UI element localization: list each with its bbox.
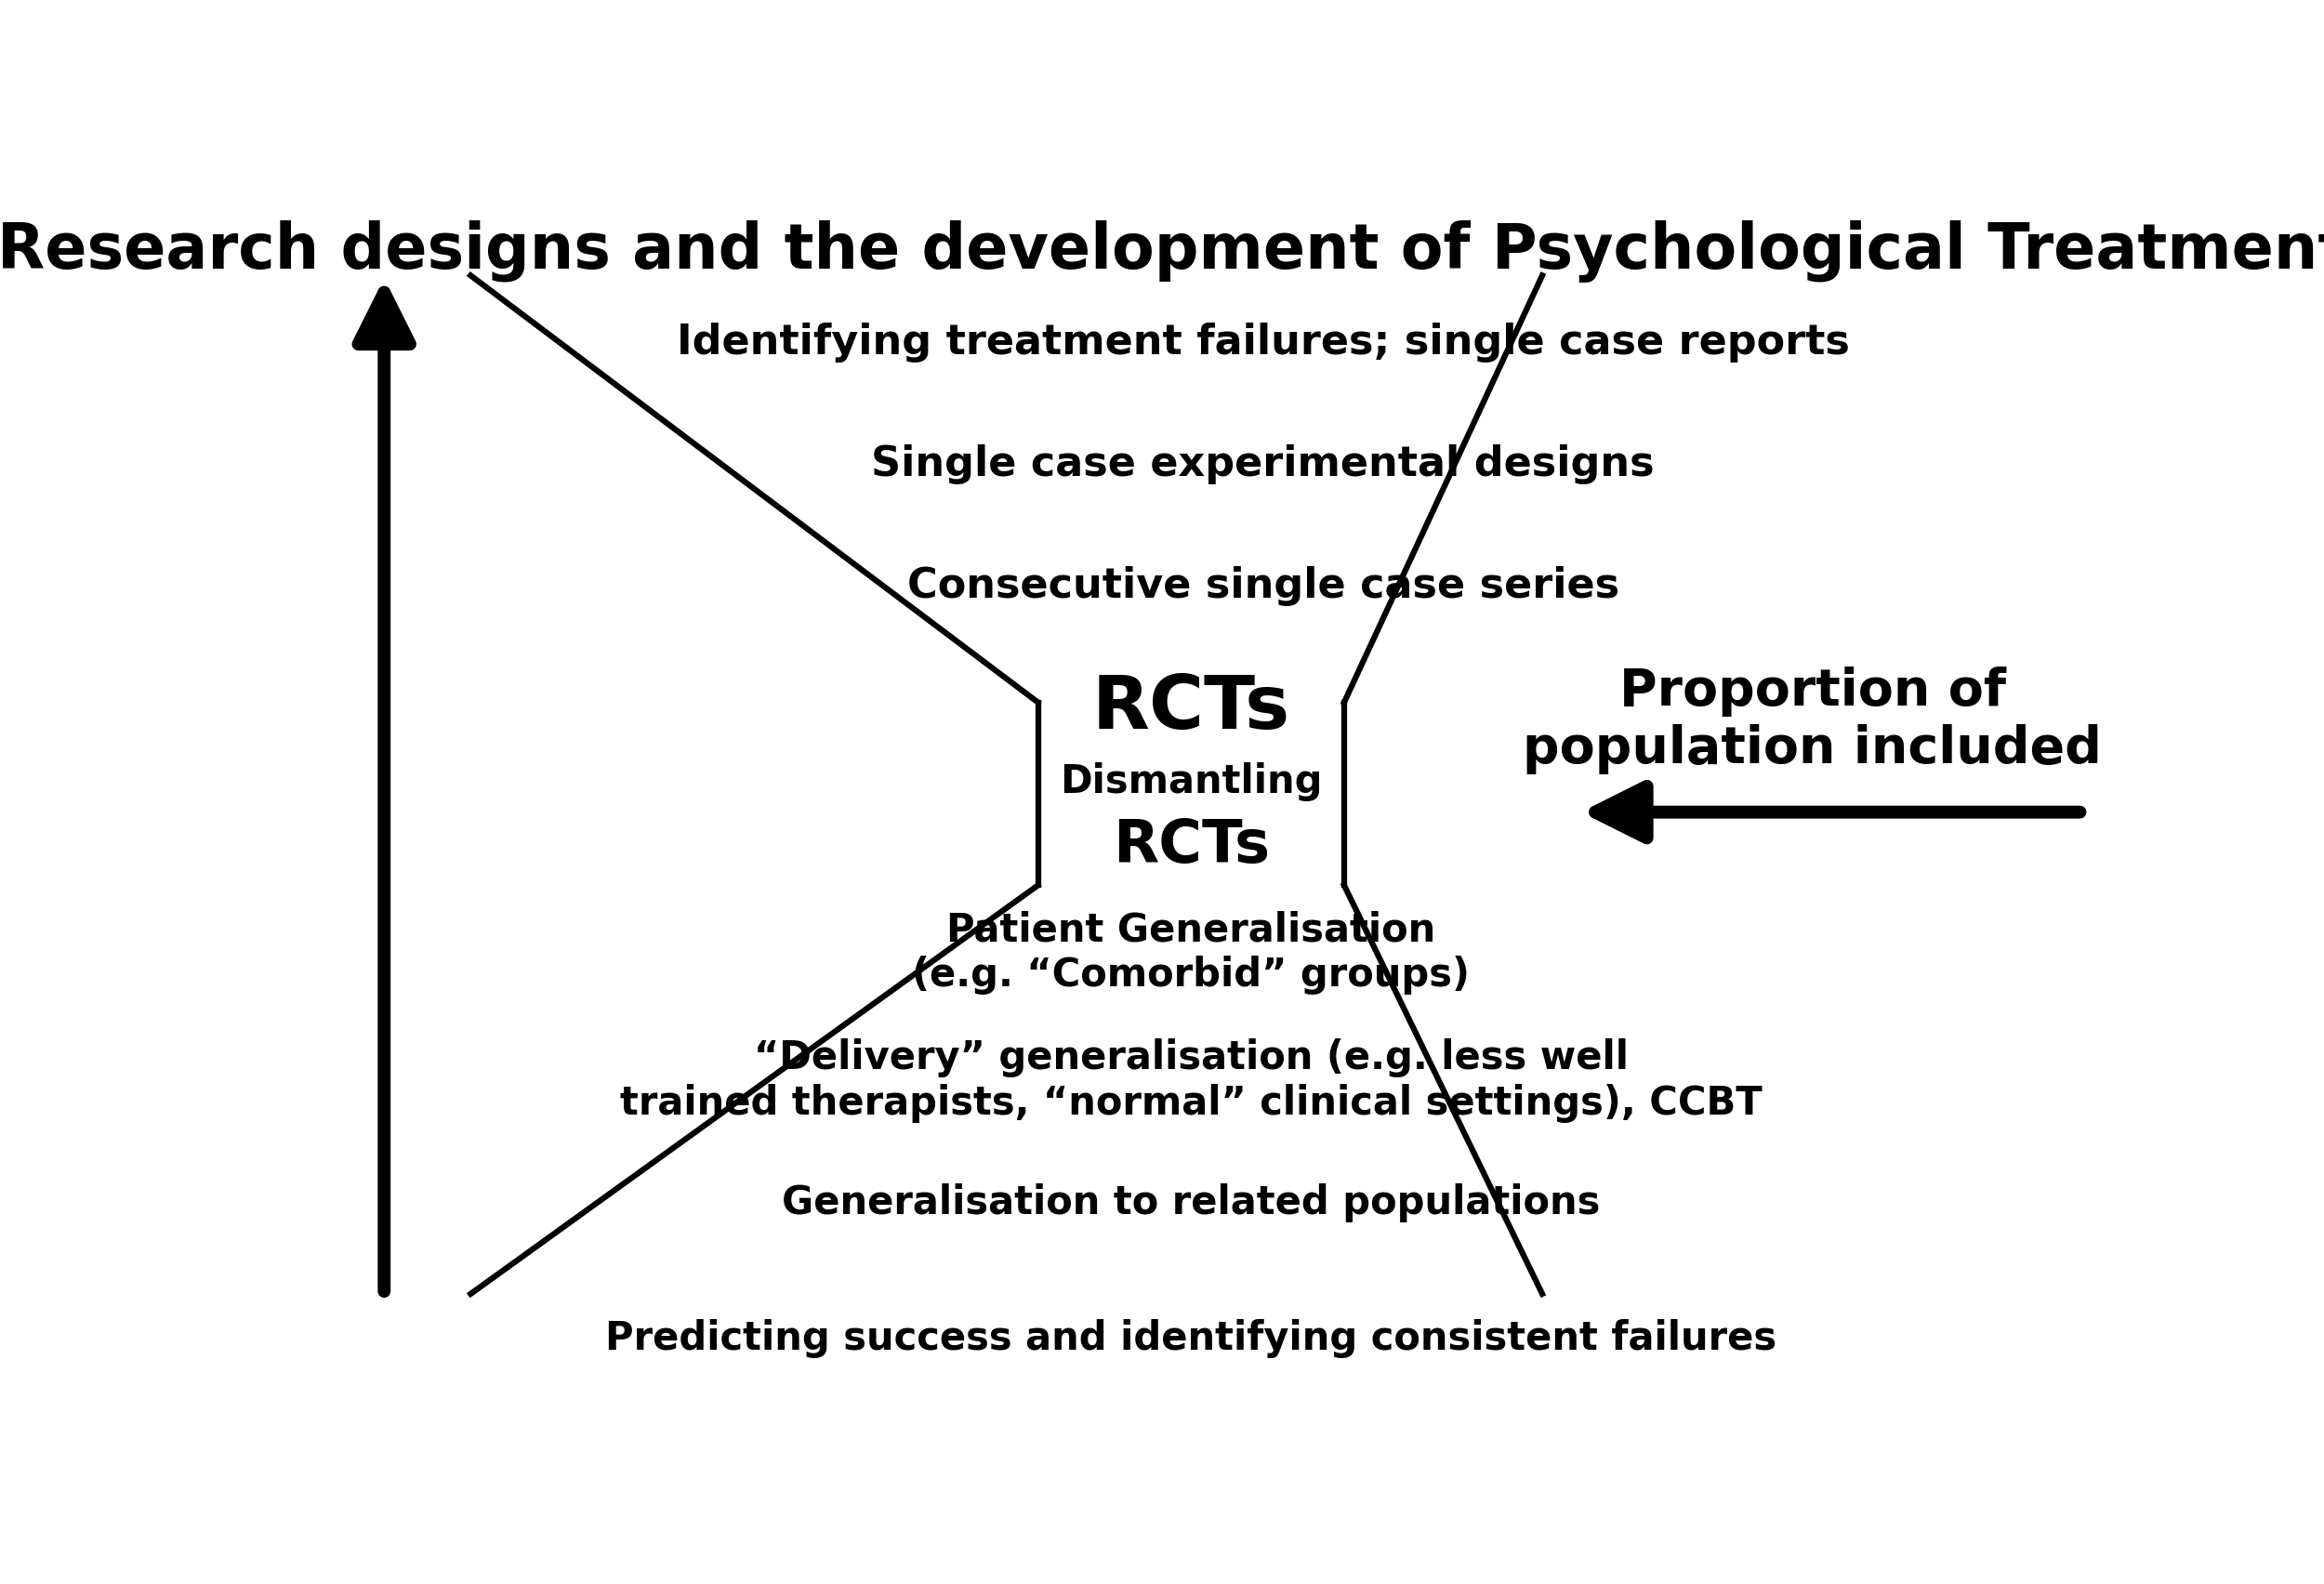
Text: Research designs and the development of Psychological Treatments: Research designs and the development of … [0,220,2324,284]
Text: Patient Generalisation
(e.g. “Comorbid” groups): Patient Generalisation (e.g. “Comorbid” … [911,911,1471,995]
Text: Single case experimental designs: Single case experimental designs [872,445,1655,485]
Text: Identifying treatment failures; single case reports: Identifying treatment failures; single c… [676,323,1850,363]
Text: RCTs: RCTs [1092,672,1290,744]
Text: Dismantling: Dismantling [1060,762,1322,802]
Text: Predicting success and identifying consistent failures: Predicting success and identifying consi… [604,1319,1778,1359]
Text: Proportion of
population included: Proportion of population included [1522,667,2101,775]
Text: Generalisation to related populations: Generalisation to related populations [781,1183,1601,1221]
Text: RCTs: RCTs [1113,817,1269,874]
Text: Consecutive single case series: Consecutive single case series [906,567,1620,607]
Text: “Delivery” generalisation (e.g. less well
trained therapists, “normal” clinical : “Delivery” generalisation (e.g. less wel… [621,1039,1762,1123]
